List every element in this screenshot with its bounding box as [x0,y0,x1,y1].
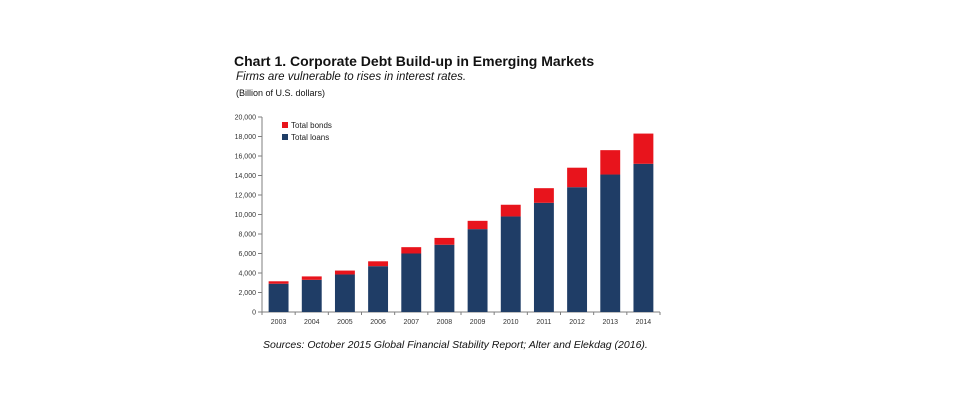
y-tick-label: 2,000 [238,290,256,297]
bar-total-loans-2004 [301,279,322,312]
bar-total-bonds-2008 [434,237,455,245]
bar-total-loans-2011 [533,202,554,312]
bar-total-loans-2013 [600,174,621,312]
y-tick-label: 6,000 [238,251,256,258]
x-tick-label: 2012 [569,319,585,326]
legend-swatch-total-loans [282,134,288,140]
legend-swatch-total-bonds [282,122,288,128]
y-tick-label: 18,000 [235,134,257,141]
x-tick-label: 2006 [370,319,386,326]
y-tick-label: 14,000 [235,173,257,180]
x-tick-label: 2009 [470,319,486,326]
x-tick-label: 2005 [337,319,353,326]
y-tick-label: 0 [252,310,256,317]
x-tick-label: 2013 [602,319,618,326]
bar-total-bonds-2010 [500,204,521,217]
bar-total-bonds-2004 [301,276,322,280]
legend-label-total-bonds: Total bonds [291,121,332,130]
x-tick-label: 2008 [437,319,453,326]
bar-total-loans-2009 [467,229,488,312]
bar-total-bonds-2005 [334,270,355,275]
bar-total-loans-2010 [500,216,521,312]
bar-total-bonds-2014 [633,133,654,164]
bar-total-loans-2014 [633,163,654,312]
bar-total-bonds-2012 [567,167,588,188]
x-tick-label: 2003 [271,319,287,326]
x-tick-label: 2007 [403,319,419,326]
y-tick-label: 12,000 [235,193,257,200]
y-tick-label: 4,000 [238,271,256,278]
bar-total-loans-2008 [434,244,455,312]
y-tick-label: 16,000 [235,154,257,161]
bar-total-loans-2012 [567,187,588,312]
y-tick-label: 20,000 [235,115,257,122]
bar-total-bonds-2006 [368,261,389,267]
x-tick-label: 2014 [636,319,652,326]
x-tick-label: 2011 [536,319,551,326]
chart-subtitle: Firms are vulnerable to rises in interes… [236,71,467,83]
legend-label-total-loans: Total loans [291,133,329,142]
chart-source: Sources: October 2015 Global Financial S… [263,339,648,351]
bar-total-bonds-2009 [467,220,488,230]
x-tick-label: 2004 [304,319,320,326]
bar-total-bonds-2003 [268,281,289,284]
bar-total-loans-2006 [368,266,389,312]
bar-total-bonds-2007 [401,247,422,254]
bar-total-loans-2005 [334,274,355,312]
bar-total-bonds-2013 [600,150,621,175]
chart-unit-label: (Billion of U.S. dollars) [236,88,326,98]
bar-total-bonds-2011 [533,188,554,203]
bar-total-loans-2003 [268,283,289,312]
chart-title: Chart 1. Corporate Debt Build-up in Emer… [234,53,595,69]
y-tick-label: 10,000 [235,212,257,219]
x-tick-label: 2010 [503,319,519,326]
y-tick-label: 8,000 [238,232,256,239]
bar-total-loans-2007 [401,253,422,312]
